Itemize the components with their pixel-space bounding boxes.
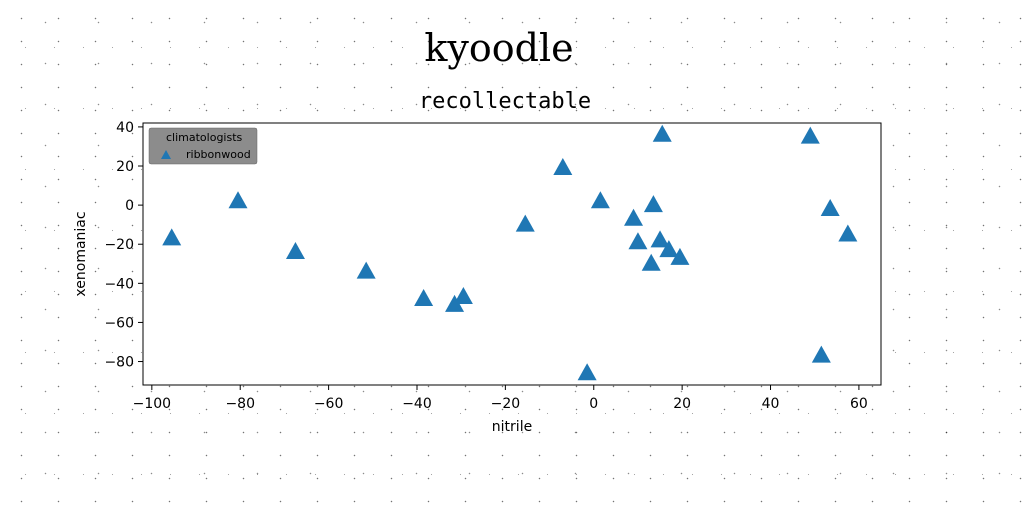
data-point [650, 230, 670, 248]
y-axis-label: xenomaniac [73, 211, 89, 296]
data-point [285, 242, 305, 260]
data-point [838, 224, 858, 242]
y-tick-label: 0 [125, 198, 134, 214]
data-point [553, 157, 573, 175]
x-tick-label: 20 [673, 396, 691, 412]
y-tick-label: −80 [104, 355, 134, 371]
x-tick-label: 0 [589, 396, 598, 412]
legend-box [148, 127, 258, 165]
data-point [356, 261, 376, 279]
x-axis-label: nitrile [492, 419, 532, 435]
data-point [628, 232, 648, 250]
legend-label-ribbonwood: ribbonwood [186, 148, 251, 161]
data-point [641, 253, 661, 271]
x-tick-label: −80 [225, 396, 255, 412]
data-point [652, 124, 672, 142]
x-tick-label: 60 [850, 396, 868, 412]
y-tick-label: −20 [104, 237, 134, 253]
y-tick-label: −60 [104, 315, 134, 331]
data-points [162, 124, 858, 381]
y-tick-label: 40 [116, 120, 134, 136]
plot-area [142, 122, 882, 386]
x-tick-label: −40 [402, 396, 432, 412]
chart-suptitle: kyoodle [424, 26, 573, 70]
x-tick-label: 40 [762, 396, 780, 412]
data-point [515, 214, 535, 232]
data-point [643, 195, 663, 213]
x-tick-label: −100 [133, 396, 171, 412]
data-point [820, 199, 840, 217]
data-point [811, 345, 831, 363]
data-point [670, 247, 690, 265]
legend-title: climatologists [166, 131, 243, 144]
data-point [590, 191, 610, 209]
x-tick-label: −20 [491, 396, 521, 412]
y-axis-ticks: 40 20 0 −20 −40 −60 −80 [104, 120, 143, 371]
data-point [228, 191, 248, 209]
x-tick-label: −60 [314, 396, 344, 412]
data-point [453, 287, 473, 305]
chart-title: recollectable [419, 89, 591, 114]
data-point [162, 228, 182, 246]
x-axis-ticks: −100 −80 −60 −40 −20 0 20 40 60 [133, 385, 868, 412]
data-point [659, 240, 679, 258]
data-point [577, 363, 597, 381]
legend-marker-ribbonwood [161, 150, 171, 159]
data-point [414, 288, 434, 306]
legend: climatologists ribbonwood [148, 127, 258, 165]
y-tick-label: 20 [116, 159, 134, 175]
y-tick-label: −40 [104, 276, 134, 292]
data-point [800, 126, 820, 144]
data-point [624, 208, 644, 226]
